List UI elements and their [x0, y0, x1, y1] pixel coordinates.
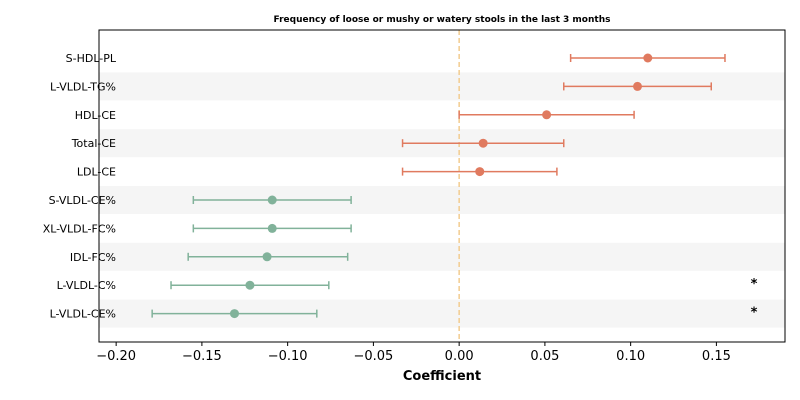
row-label: HDL-CE	[75, 109, 116, 122]
row-label: Total-CE	[71, 137, 116, 150]
coefficient-point	[478, 138, 488, 148]
x-tick-label: −0.15	[182, 349, 222, 364]
coefficient-point	[262, 252, 272, 262]
row-label: XL-VLDL-FC%	[43, 222, 116, 235]
x-axis: −0.20 −0.15 −0.10 −0.05 0.00 0.05 0.10 0.15	[96, 342, 731, 364]
row-label: S-VLDL-CE%	[49, 194, 116, 207]
x-tick-label: 0.15	[702, 349, 731, 364]
x-tick-label: 0.10	[616, 349, 645, 364]
data-rows: **	[151, 53, 758, 321]
plot-frame	[98, 29, 786, 343]
coefficient-point	[229, 309, 239, 319]
coefficient-point	[475, 167, 485, 177]
significance-marker: *	[751, 277, 758, 292]
coefficient-point	[267, 223, 277, 233]
significance-marker: *	[751, 306, 758, 321]
chart-title: Frequency of loose or mushy or watery st…	[274, 15, 611, 25]
row-label: S-HDL-PL	[66, 52, 117, 65]
coefficient-point	[542, 110, 552, 120]
row-label: L-VLDL-C%	[57, 279, 116, 292]
row-label: L-VLDL-TG%	[50, 80, 116, 93]
x-tick-label: −0.05	[353, 349, 393, 364]
x-tick-label: 0.05	[530, 349, 559, 364]
x-axis-label: Coefficient	[403, 369, 481, 384]
coefficient-point	[267, 195, 277, 205]
x-tick-label: 0.00	[445, 349, 474, 364]
row-label: L-VLDL-CE%	[50, 308, 116, 321]
coefficient-point	[633, 81, 643, 91]
coefficient-point	[245, 280, 255, 290]
coefficient-point	[643, 53, 653, 63]
row-label: LDL-CE	[77, 166, 116, 179]
x-tick-label: −0.20	[96, 349, 136, 364]
x-tick-label: −0.10	[268, 349, 308, 364]
row-label: IDL-FC%	[70, 251, 116, 264]
